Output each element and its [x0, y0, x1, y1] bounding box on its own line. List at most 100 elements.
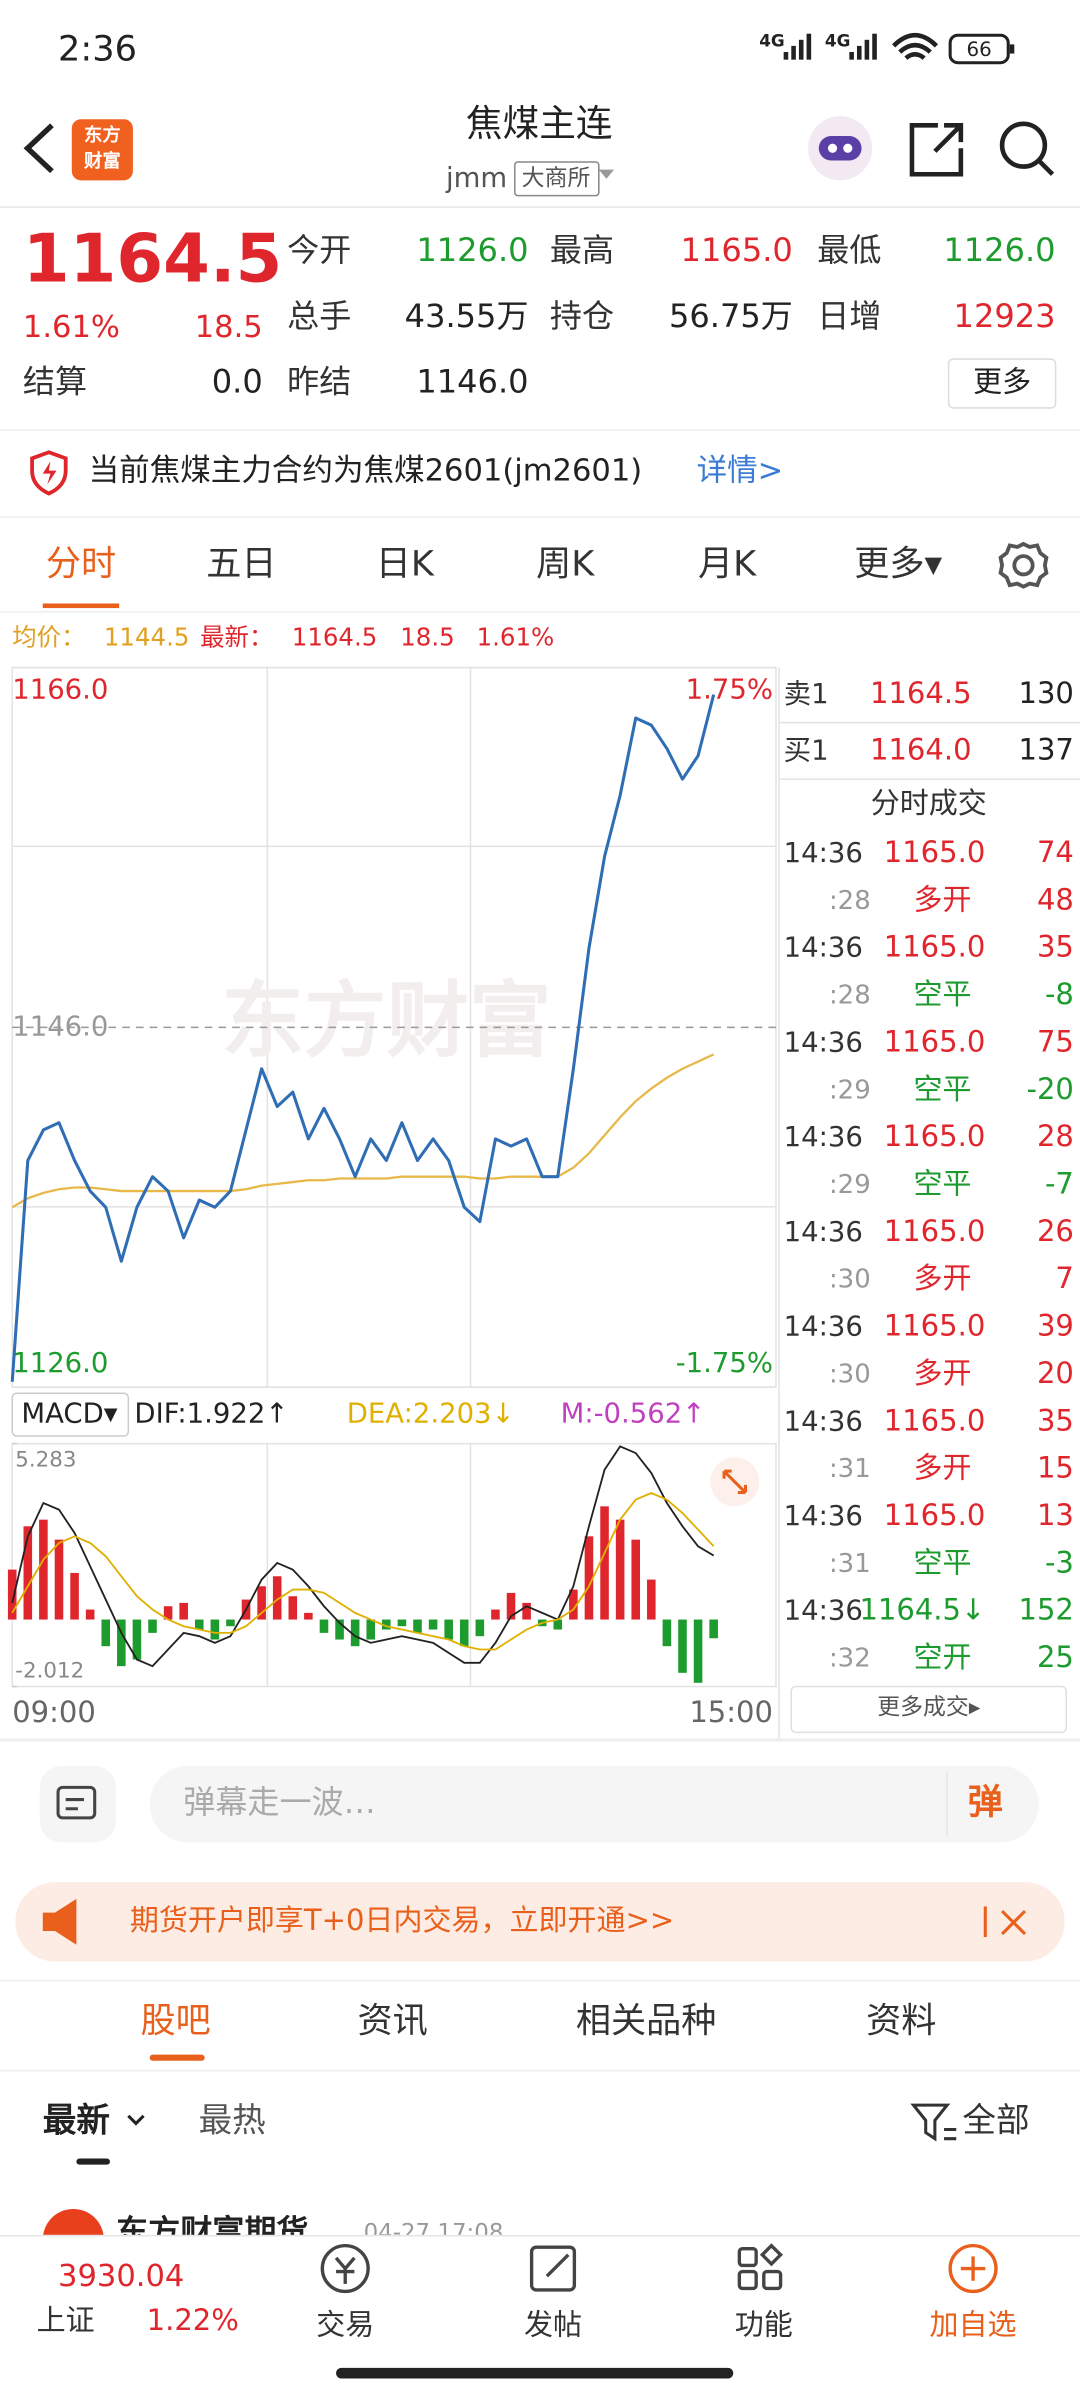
more-trades-label[interactable]: 更多成交▸ — [877, 1694, 981, 1720]
network-type: 4G — [825, 30, 850, 50]
legend-entry: DIF:1.922↑ — [134, 1398, 288, 1430]
expand-button[interactable] — [710, 1457, 760, 1507]
tab-indicator — [149, 2054, 205, 2061]
x-tick-label: 09:00 — [12, 1695, 96, 1729]
trade-price: 1165.0 — [884, 1498, 986, 1532]
more-trades-button[interactable] — [790, 1685, 1068, 1734]
last-value: 1164.5 — [292, 623, 378, 652]
macd-bar — [475, 1619, 485, 1637]
section-tab[interactable]: 资讯 — [357, 2001, 427, 2042]
macd-bar — [693, 1619, 703, 1683]
divider — [0, 429, 1080, 431]
macd-bar — [319, 1619, 329, 1633]
sort-arrow[interactable] — [127, 2114, 145, 2126]
trade-kind: 空平 — [914, 1545, 972, 1579]
trade-price: 1165.0 — [884, 835, 986, 869]
comment-input[interactable] — [149, 1765, 1039, 1843]
macd-bar — [179, 1602, 188, 1620]
legend-entry: DEA:2.203↓ — [347, 1398, 515, 1430]
field-label: 总手 — [287, 297, 351, 335]
average-line — [11, 1053, 715, 1209]
index-change[interactable]: 1.22% — [147, 2303, 239, 2337]
indicator-selector[interactable] — [11, 1392, 130, 1437]
nav-item[interactable]: 发帖 — [524, 2308, 582, 2342]
notice-link[interactable]: 详情> — [697, 454, 784, 489]
indicator-name[interactable]: MACD▾ — [21, 1398, 117, 1430]
trade-time: 14:36 — [784, 1121, 863, 1153]
trade-second: :30 — [829, 1359, 871, 1389]
more-button-label[interactable]: 更多 — [973, 365, 1031, 399]
y-tick-label: 1166.0 — [12, 674, 108, 706]
index-value[interactable]: 3930.04 — [58, 2259, 184, 2294]
field-value: 1126.0 — [943, 231, 1055, 269]
trade-time: 14:36 — [784, 837, 863, 869]
trade-time: 14:36 — [784, 1026, 863, 1058]
trade-change: 48 — [1037, 882, 1074, 916]
ad-text[interactable]: 期货开户即享T+0日内交易，立即开通>> — [130, 1903, 674, 1937]
settings-button[interactable] — [998, 541, 1049, 589]
nav-item[interactable]: 交易 — [316, 2308, 374, 2342]
trade-second: :30 — [829, 1265, 871, 1295]
macd-bar — [397, 1619, 407, 1627]
index-name[interactable]: 上证 — [37, 2303, 95, 2337]
section-tab[interactable]: 资料 — [866, 2001, 936, 2042]
dropdown-arrow[interactable] — [598, 169, 615, 179]
avg-label: 均价： — [12, 623, 85, 652]
trade-volume: 152 — [1018, 1593, 1073, 1627]
macd-bar — [132, 1619, 142, 1660]
section-tab[interactable]: 相关品种 — [576, 2001, 717, 2042]
notice-text: 当前焦煤主力合约为焦煤2601(jm2601) — [89, 454, 643, 489]
comment-placeholder[interactable]: 弹幕走一波… — [183, 1783, 375, 1821]
tab[interactable]: 更多▾ — [854, 543, 942, 584]
ad-close[interactable] — [983, 1906, 1027, 1938]
trade-second: :32 — [829, 1644, 871, 1674]
y-tick-label: -2.012 — [15, 1658, 84, 1683]
divider — [0, 1738, 1080, 1742]
macd-bar — [678, 1619, 687, 1673]
last-label: 最新： — [200, 623, 273, 652]
trade-kind: 多开 — [914, 1261, 972, 1295]
filter-all[interactable]: 全部 — [962, 2100, 1029, 2139]
tab[interactable]: 月K — [698, 543, 757, 584]
trade-change: -8 — [1045, 977, 1074, 1011]
share-button[interactable] — [909, 123, 964, 177]
order-price: 1164.5 — [870, 676, 972, 710]
trade-kind: 空平 — [914, 977, 972, 1011]
trade-second: :31 — [829, 1454, 871, 1484]
trade-price: 1165.0 — [884, 1024, 986, 1058]
ad-banner[interactable] — [15, 1882, 1065, 1962]
y-tick-label: 1126.0 — [12, 1347, 108, 1379]
tab-indicator — [42, 603, 120, 609]
tab[interactable]: 分时 — [46, 543, 116, 584]
divider — [0, 516, 1080, 518]
y-tick-label: 5.283 — [15, 1447, 76, 1472]
nav-item[interactable]: 功能 — [735, 2308, 793, 2342]
y-tick-label: 1146.0 — [12, 1010, 108, 1042]
tab[interactable]: 日K — [376, 543, 435, 584]
field-value: 56.75万 — [669, 297, 793, 335]
dea-line — [11, 1492, 715, 1651]
macd-bar — [569, 1589, 578, 1620]
filter-latest[interactable]: 最新 — [43, 2100, 110, 2139]
assistant-avatar[interactable] — [808, 116, 873, 181]
filter-icon[interactable] — [910, 2103, 957, 2142]
post[interactable]: 东方财富期货 04-27 17:08 — [43, 2208, 504, 2270]
comment-icon[interactable] — [39, 1765, 117, 1843]
macd-bar — [647, 1579, 656, 1620]
nav-item[interactable]: 加自选 — [930, 2308, 1017, 2342]
filter-hot[interactable]: 最热 — [199, 2100, 266, 2139]
back-button[interactable] — [23, 123, 54, 174]
section-tab[interactable]: 股吧 — [141, 2001, 211, 2042]
trade-price: 1165.0 — [884, 1309, 986, 1343]
macd-bar — [382, 1619, 391, 1630]
search-button[interactable] — [999, 121, 1055, 176]
macd-bar — [522, 1602, 531, 1620]
more-button[interactable] — [947, 358, 1057, 409]
danmaku-button[interactable]: 弹 — [968, 1782, 1003, 1823]
trade-kind: 多开 — [914, 882, 972, 916]
tab[interactable]: 五日 — [206, 543, 276, 584]
trade-kind: 多开 — [914, 1451, 972, 1485]
tab[interactable]: 周K — [536, 543, 595, 584]
